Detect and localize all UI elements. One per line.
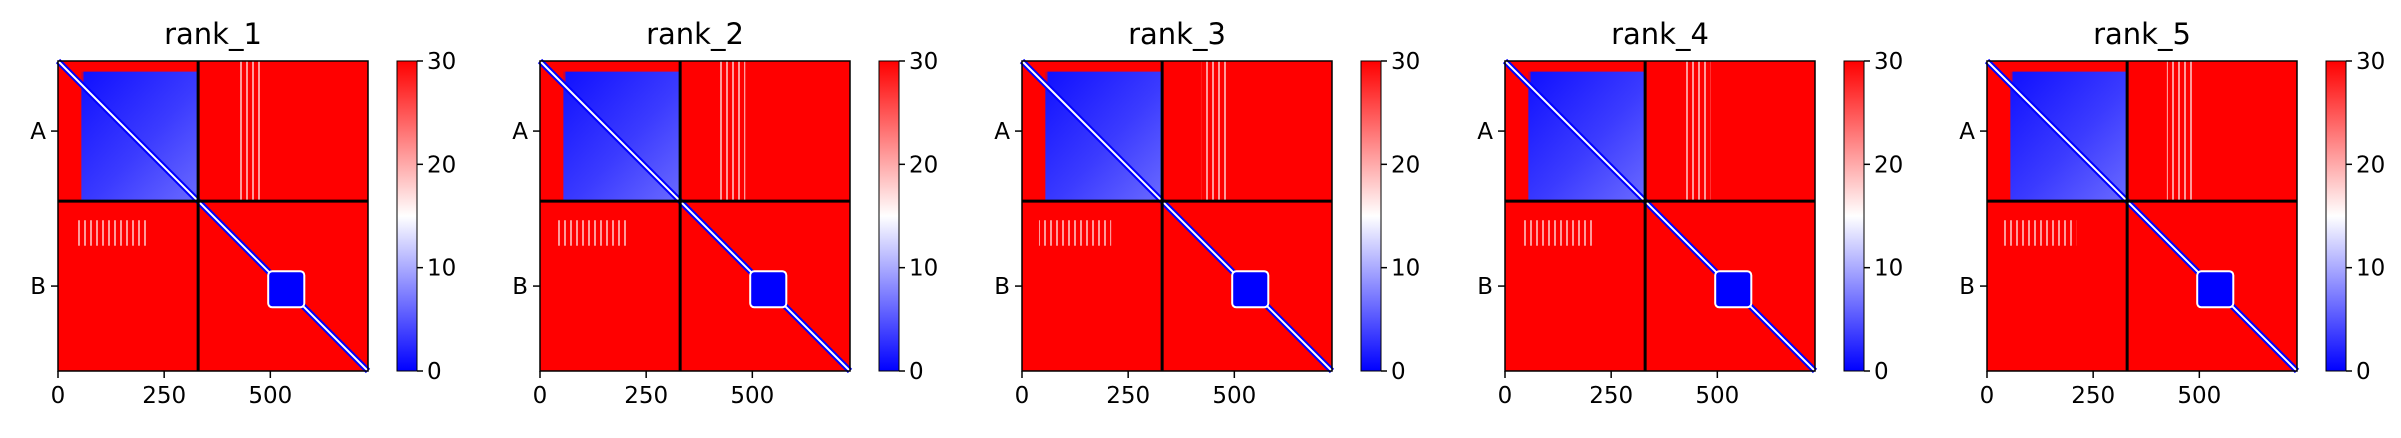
x-tick-label: 250: [624, 383, 668, 409]
y-tick-label-chain: A: [994, 119, 1010, 145]
colorbar-tick-label: 30: [1391, 49, 1420, 75]
block-bb-domain: [1231, 270, 1270, 309]
heatmap-panel-2: rank_2 0 250 500 A B 0 10 20 30: [512, 17, 938, 409]
colorbar-tick-label: 0: [909, 359, 924, 385]
heatmap-frame: [57, 60, 369, 372]
y-tick-label-chain: A: [30, 119, 46, 145]
y-tick-label-chain: B: [30, 274, 46, 300]
heatmap-frame: [539, 60, 851, 372]
colorbar-tick-label: 10: [427, 256, 456, 282]
colorbar-tick-label: 30: [909, 49, 938, 75]
heatmap-panel-4: rank_4 0 250 500 A B 0 10 20 30: [1477, 17, 1903, 409]
heatmap-panel-1: rank_1 0 250 500 A B 0 10 20 30: [30, 17, 456, 409]
block-ab-stripes: [719, 61, 746, 202]
block-ab-stripes: [237, 61, 264, 202]
colorbar-tick-label: 10: [1391, 256, 1420, 282]
block-bb-domain: [2196, 270, 2235, 309]
x-tick-label: 0: [51, 383, 66, 409]
heatmap-frame: [1021, 60, 1333, 372]
y-tick-label-chain: A: [1959, 119, 1975, 145]
colorbar-tick-label: 20: [427, 152, 456, 178]
block-bb-domain: [749, 270, 788, 309]
colorbar-tick-label: 30: [1874, 49, 1903, 75]
colorbar: [396, 60, 418, 372]
colorbar-tick-label: 10: [1874, 256, 1903, 282]
colorbar: [1360, 60, 1382, 372]
colorbar: [1843, 60, 1865, 372]
heatmap-panel-3: rank_3 0 250 500 A B 0 10 20 30: [994, 17, 1420, 409]
y-tick-label-chain: B: [994, 274, 1010, 300]
colorbar-tick-label: 30: [427, 49, 456, 75]
panel-title: rank_4: [1611, 17, 1709, 51]
colorbar-tick-label: 20: [909, 152, 938, 178]
panel-title: rank_2: [646, 17, 744, 51]
colorbar-tick-label: 0: [427, 359, 442, 385]
block-ba-stripes: [74, 220, 148, 246]
heatmap-frame: [1504, 60, 1816, 372]
colorbar-tick-label: 0: [1874, 359, 1889, 385]
heatmap-frame: [1986, 60, 2298, 372]
block-ab-stripes: [1684, 61, 1711, 202]
diagonal-core: [57, 60, 369, 372]
block-ab-stripes: [1201, 61, 1228, 202]
y-tick-label-chain: B: [512, 274, 528, 300]
x-tick-label: 250: [142, 383, 186, 409]
block-ba-stripes: [2003, 220, 2077, 246]
heatmap-panel-5: rank_5 0 250 500 A B 0 10 20 30: [1959, 17, 2385, 409]
x-tick-label: 500: [730, 383, 774, 409]
x-tick-label: 250: [1106, 383, 1150, 409]
panel-title: rank_1: [164, 17, 262, 51]
panel-title: rank_5: [2093, 17, 2191, 51]
block-bb-domain: [1714, 270, 1753, 309]
colorbar-tick-label: 20: [2356, 152, 2385, 178]
colorbar-tick-label: 20: [1874, 152, 1903, 178]
colorbar-tick-label: 10: [909, 256, 938, 282]
y-tick-label-chain: B: [1959, 274, 1975, 300]
diagonal-core: [1021, 60, 1333, 372]
block-bb-domain: [267, 270, 306, 309]
colorbar-tick-label: 0: [2356, 359, 2371, 385]
x-tick-label: 250: [2071, 383, 2115, 409]
block-ba-stripes: [1038, 220, 1112, 246]
diagonal-core: [1986, 60, 2298, 372]
colorbar-tick-label: 0: [1391, 359, 1406, 385]
colorbar: [878, 60, 900, 372]
block-ba-stripes: [556, 220, 630, 246]
block-ab-stripes: [2166, 61, 2193, 202]
x-tick-label: 500: [1695, 383, 1739, 409]
x-tick-label: 250: [1589, 383, 1633, 409]
y-tick-label-chain: A: [1477, 119, 1493, 145]
diagonal-core: [539, 60, 851, 372]
x-tick-label: 0: [1498, 383, 1513, 409]
panel-title: rank_3: [1128, 17, 1226, 51]
x-tick-label: 0: [533, 383, 548, 409]
colorbar-tick-label: 10: [2356, 256, 2385, 282]
y-tick-label-chain: A: [512, 119, 528, 145]
x-tick-label: 0: [1980, 383, 1995, 409]
x-tick-label: 500: [248, 383, 292, 409]
x-tick-label: 500: [2177, 383, 2221, 409]
colorbar-tick-label: 30: [2356, 49, 2385, 75]
block-ba-stripes: [1521, 220, 1595, 246]
x-tick-label: 0: [1015, 383, 1030, 409]
x-tick-label: 500: [1212, 383, 1256, 409]
colorbar-tick-label: 20: [1391, 152, 1420, 178]
colorbar: [2325, 60, 2347, 372]
diagonal-core: [1504, 60, 1816, 372]
y-tick-label-chain: B: [1477, 274, 1493, 300]
